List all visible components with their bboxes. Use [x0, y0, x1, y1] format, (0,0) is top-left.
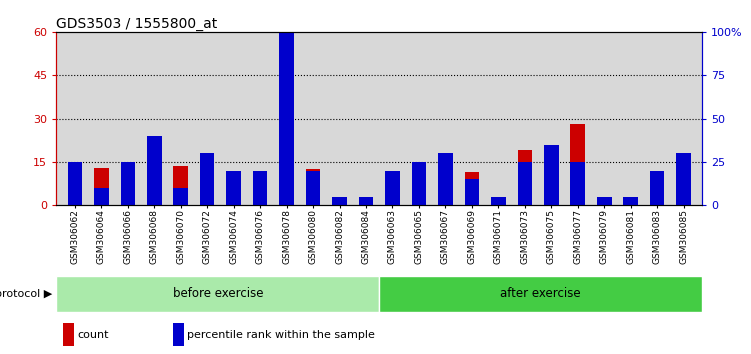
Bar [491, 197, 505, 205]
Bar [332, 204, 347, 205]
Bar [571, 162, 585, 205]
Bar [544, 169, 559, 205]
Bar [412, 162, 427, 205]
Bar [438, 160, 453, 205]
Bar [412, 168, 427, 205]
Bar [465, 179, 479, 205]
Bar [517, 150, 532, 205]
Text: protocol ▶: protocol ▶ [0, 289, 53, 299]
Bar [465, 172, 479, 205]
Bar [438, 153, 453, 205]
Bar [650, 198, 665, 205]
Bar [544, 144, 559, 205]
Bar [56, 276, 379, 312]
Bar [279, 32, 294, 205]
Bar [253, 189, 267, 205]
Bar [68, 166, 82, 205]
Bar [200, 189, 215, 205]
Bar [385, 173, 400, 205]
Bar [359, 197, 373, 205]
Bar [173, 188, 188, 205]
Bar [650, 171, 665, 205]
Bar [200, 153, 215, 205]
Bar [623, 200, 638, 205]
Bar [279, 64, 294, 205]
Bar [597, 200, 611, 205]
Bar [120, 162, 135, 205]
Bar [63, 323, 74, 346]
Bar [94, 188, 109, 205]
Bar [306, 169, 321, 205]
Bar [491, 200, 505, 205]
Text: percentile rank within the sample: percentile rank within the sample [188, 330, 376, 339]
Bar [253, 171, 267, 205]
Bar [306, 171, 321, 205]
Bar [226, 171, 241, 205]
Bar [68, 162, 82, 205]
Bar [147, 136, 161, 205]
Bar [677, 168, 691, 205]
Bar [173, 323, 184, 346]
Text: after exercise: after exercise [500, 287, 581, 300]
Bar [120, 165, 135, 205]
Bar [226, 171, 241, 205]
Bar [597, 197, 611, 205]
Bar [517, 162, 532, 205]
Bar [379, 276, 702, 312]
Bar [173, 166, 188, 205]
Text: GDS3503 / 1555800_at: GDS3503 / 1555800_at [56, 17, 218, 31]
Bar [359, 202, 373, 205]
Bar [332, 197, 347, 205]
Bar [623, 197, 638, 205]
Bar [571, 124, 585, 205]
Bar [94, 168, 109, 205]
Bar [147, 144, 161, 205]
Text: count: count [77, 330, 109, 339]
Bar [385, 171, 400, 205]
Bar [677, 153, 691, 205]
Text: before exercise: before exercise [173, 287, 263, 300]
